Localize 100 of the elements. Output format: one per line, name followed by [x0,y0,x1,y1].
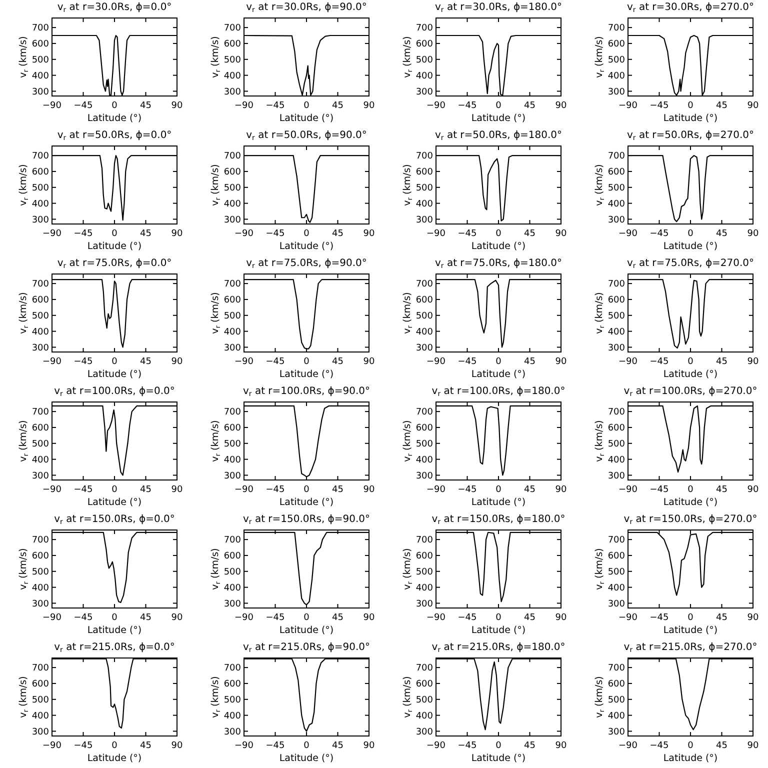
x-tick-label: −45 [458,485,477,495]
x-tick-label: −90 [42,741,62,751]
y-tick-label: 400 [32,199,50,210]
y-tick-label: 500 [224,312,242,322]
y-tick-label: 500 [224,568,242,578]
y-tick-label: 500 [416,312,434,322]
y-tick-label: 500 [224,440,242,450]
x-tick-label: 0 [112,357,118,367]
y-tick-label: 500 [416,440,434,450]
y-tick-label: 500 [32,184,50,194]
x-tick-label: 0 [688,101,694,111]
x-tick-label: 90 [747,357,759,367]
x-tick-label: 45 [716,741,728,751]
x-tick-label: 90 [747,613,759,623]
y-tick-label: 300 [224,727,242,738]
y-tick-label: 700 [608,280,626,290]
y-tick-label: 600 [608,552,626,562]
y-tick-label: 400 [32,583,50,594]
x-tick-label: −90 [618,613,638,623]
chart-title: v$_{r}$ at r=75.0Rs, ϕ=270.0° [626,258,754,270]
y-tick-label: 400 [224,199,242,210]
chart-title: v$_{r}$ at r=150.0Rs, ϕ=180.0° [432,514,566,526]
x-tick-label: 45 [716,613,728,623]
x-axis-title: Latitude (°) [663,497,718,508]
y-tick-label: 600 [32,296,50,306]
y-tick-label: 300 [32,343,50,354]
y-tick-label: 700 [416,280,434,290]
y-tick-label: 700 [608,664,626,674]
chart-title: v$_{r}$ at r=215.0Rs, ϕ=180.0° [432,642,566,654]
x-axis-title: Latitude (°) [87,625,142,636]
x-tick-label: 0 [496,741,502,751]
y-tick-label: 500 [32,696,50,706]
y-tick-label: 500 [224,184,242,194]
y-tick-label: 700 [224,24,242,34]
x-tick-label: 0 [304,741,310,751]
x-axis-title: Latitude (°) [471,497,526,508]
y-tick-label: 400 [608,583,626,594]
y-tick-label: 300 [32,599,50,610]
x-tick-label: 45 [140,229,152,239]
chart-title: v$_{r}$ at r=50.0Rs, ϕ=90.0° [246,130,367,142]
y-tick-label: 600 [224,424,242,434]
x-tick-label: −90 [618,229,638,239]
x-tick-label: −90 [618,357,638,367]
y-tick-label: 400 [416,455,434,466]
y-tick-label: 700 [32,408,50,418]
y-tick-label: 700 [608,152,626,162]
x-tick-label: 45 [140,357,152,367]
y-tick-label: 400 [224,583,242,594]
x-tick-label: −90 [234,485,254,495]
x-tick-label: 0 [304,229,310,239]
x-axis-title: Latitude (°) [87,753,142,764]
y-tick-label: 300 [32,215,50,226]
x-tick-label: 90 [171,229,183,239]
x-tick-label: −90 [234,357,254,367]
y-tick-label: 500 [224,56,242,66]
x-tick-label: 45 [140,613,152,623]
x-tick-label: 0 [496,485,502,495]
x-tick-label: −90 [42,613,62,623]
y-tick-label: 400 [416,199,434,210]
y-tick-label: 700 [416,664,434,674]
y-tick-label: 400 [608,71,626,82]
y-tick-label: 400 [224,455,242,466]
x-tick-label: −90 [234,101,254,111]
y-tick-label: 500 [608,312,626,322]
x-axis-title: Latitude (°) [663,753,718,764]
y-tick-label: 600 [224,40,242,50]
y-tick-label: 500 [32,312,50,322]
y-tick-label: 400 [416,71,434,82]
y-tick-label: 400 [416,711,434,722]
x-tick-label: −45 [74,101,93,111]
x-tick-label: 0 [688,229,694,239]
x-tick-label: 90 [555,485,567,495]
y-tick-label: 300 [608,215,626,226]
y-tick-label: 300 [32,471,50,482]
y-tick-label: 500 [608,56,626,66]
x-tick-label: 45 [332,741,344,751]
y-tick-label: 300 [224,471,242,482]
y-tick-label: 700 [32,664,50,674]
x-tick-label: 90 [363,101,375,111]
y-tick-label: 300 [224,599,242,610]
x-tick-label: 0 [496,101,502,111]
x-tick-label: −90 [618,485,638,495]
x-tick-label: 45 [716,485,728,495]
x-axis-title: Latitude (°) [663,625,718,636]
y-tick-label: 600 [416,680,434,690]
y-tick-label: 700 [32,152,50,162]
y-tick-label: 600 [32,424,50,434]
x-tick-label: −90 [426,741,446,751]
x-tick-label: −90 [234,741,254,751]
x-tick-label: −45 [650,101,669,111]
x-tick-label: 0 [304,613,310,623]
x-axis-title: Latitude (°) [279,625,334,636]
y-tick-label: 700 [416,24,434,34]
x-tick-label: 0 [304,485,310,495]
y-tick-label: 700 [32,24,50,34]
y-tick-label: 400 [224,711,242,722]
x-tick-label: −90 [42,229,62,239]
x-tick-label: 0 [688,357,694,367]
x-tick-label: 90 [363,485,375,495]
x-tick-label: −45 [74,741,93,751]
